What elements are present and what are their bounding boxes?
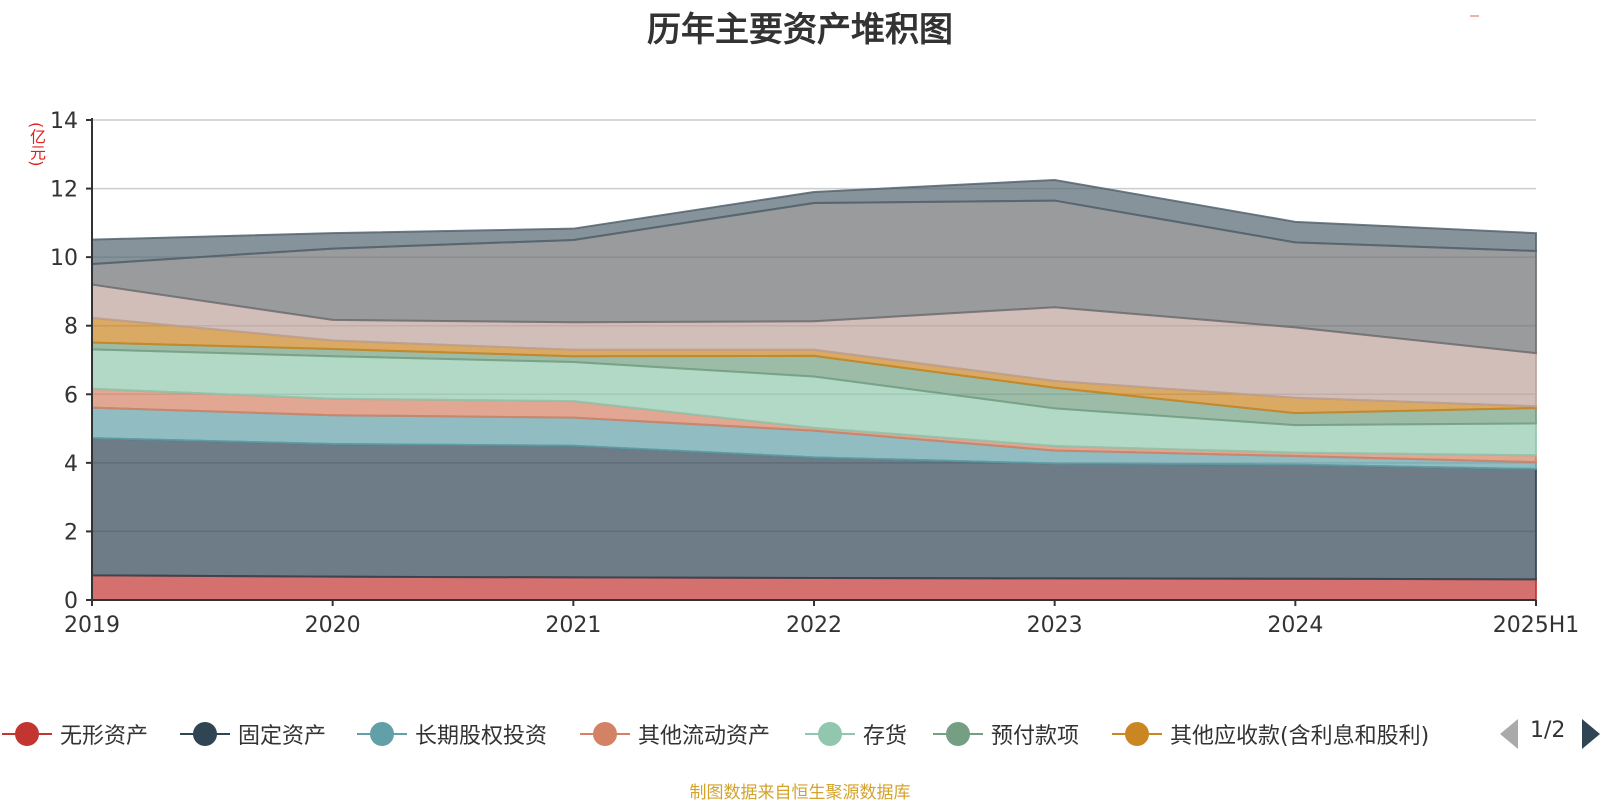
legend-label: 其他应收款(含利息和股利)	[1170, 724, 1430, 749]
legend-item[interactable]: 预付款项	[933, 718, 1079, 750]
legend-label: 无形资产	[60, 724, 149, 749]
legend-label: 存货	[863, 724, 908, 749]
y-tick-label: 6	[64, 383, 78, 408]
legend-item[interactable]: 其他应收款(含利息和股利)	[1112, 718, 1429, 750]
x-tick-label: 2025H1	[1493, 613, 1580, 638]
y-tick-label: 4	[64, 452, 78, 477]
legend-dot-icon	[818, 722, 842, 746]
legend-prev-page-button[interactable]	[1500, 719, 1518, 749]
legend: 无形资产 固定资产 长期股权投资 其他流动资产 存货 预付款项 其他应收款(含利息和股利)	[0, 718, 1600, 750]
legend-dot-icon	[1125, 722, 1149, 746]
area-series-9[interactable]	[91, 178, 1537, 266]
x-tick-label: 2019	[64, 613, 120, 638]
legend-label: 固定资产	[238, 724, 327, 749]
legend-line-marker	[805, 722, 855, 746]
source-note: 制图数据来自恒生聚源数据库	[689, 783, 911, 803]
legend-line-marker	[180, 722, 230, 746]
legend-label: 其他流动资产	[638, 724, 771, 749]
y-axis-unit-label: (亿元)	[27, 122, 46, 167]
y-tick-label: 10	[50, 246, 78, 271]
legend-line-marker	[2, 722, 52, 746]
legend-line-marker	[357, 722, 407, 746]
legend-line-marker	[580, 722, 630, 746]
x-tick-label: 2024	[1267, 613, 1323, 638]
legend-overflow-marker	[1470, 15, 1479, 17]
legend-dot-icon	[593, 722, 617, 746]
legend-item[interactable]: 其他流动资产	[580, 718, 770, 750]
legend-item[interactable]: 固定资产	[180, 718, 326, 750]
chart-title: 历年主要资产堆积图	[647, 10, 953, 50]
legend-dot-icon	[946, 722, 970, 746]
legend-item[interactable]: 长期股权投资	[357, 718, 547, 750]
legend-dot-icon	[370, 722, 394, 746]
legend-page-indicator: 1/2	[1530, 718, 1566, 743]
legend-item[interactable]: 无形资产	[2, 718, 148, 750]
y-tick-label: 2	[64, 520, 78, 545]
legend-next-page-button[interactable]	[1582, 719, 1600, 749]
x-tick-label: 2020	[305, 613, 361, 638]
legend-dot-icon	[15, 722, 39, 746]
y-tick-label: 8	[64, 315, 78, 340]
y-tick-label: 14	[50, 109, 78, 134]
axes: 0 2 4 6 8 10 12 14 2019 2020 2021 2022 2023 2024 2025H…	[50, 109, 1579, 638]
legend-label: 长期股权投资	[415, 724, 548, 749]
x-tick-label: 2023	[1027, 613, 1083, 638]
legend-label: 预付款项	[991, 724, 1080, 749]
legend-dot-icon	[193, 722, 217, 746]
x-tick-label: 2022	[786, 613, 842, 638]
legend-line-marker	[1112, 722, 1162, 746]
stacked-area-chart: 0 2 4 6 8 10 12 14 2019 2020 2021 2022 2023 2024 2025H…	[50, 109, 1579, 638]
x-tick-label: 2021	[545, 613, 601, 638]
legend-line-marker	[933, 722, 983, 746]
area-series-layer	[91, 178, 1537, 601]
y-tick-label: 0	[64, 589, 78, 614]
legend-item[interactable]: 存货	[805, 718, 907, 750]
y-tick-label: 12	[50, 178, 78, 203]
